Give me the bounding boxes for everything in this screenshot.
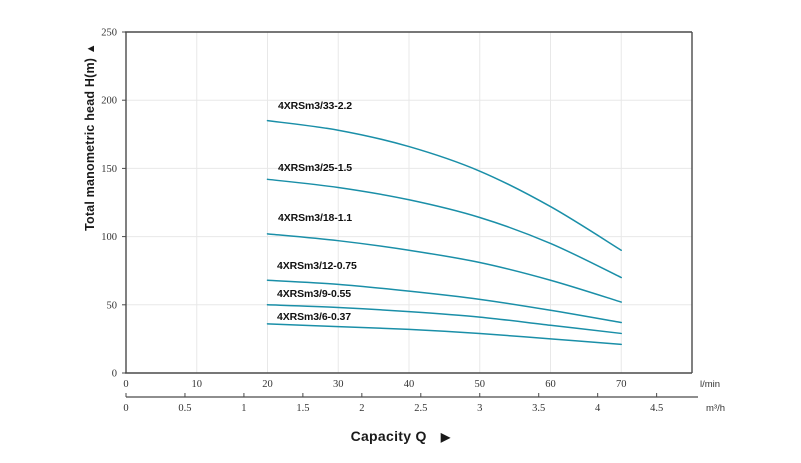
curve-label: 4XRSm3/9-0.55 — [277, 288, 351, 300]
x-axis-tick-label-lmin: 40 — [404, 379, 415, 390]
curve-label: 4XRSm3/6-0.37 — [277, 311, 351, 323]
x-axis-tick-label-lmin: 10 — [192, 379, 203, 390]
x-axis-tick-label-lmin: 0 — [123, 379, 128, 390]
x-axis-title: Capacity Q ▶ — [0, 428, 801, 444]
performance-curve — [266, 279, 622, 324]
x-axis-tick-label-lmin: 30 — [333, 379, 344, 390]
y-axis-tick-label: 100 — [101, 232, 117, 243]
curve-label: 4XRSm3/18-1.1 — [278, 212, 352, 224]
x-axis-tick-label-m3h: 4.5 — [650, 403, 663, 414]
x-axis-tick-label-lmin: 60 — [545, 379, 556, 390]
curve-label: 4XRSm3/33-2.2 — [278, 100, 352, 112]
performance-curve — [266, 178, 622, 279]
x-axis-tick-label-m3h: 2 — [359, 403, 364, 414]
performance-curve — [266, 323, 622, 346]
x-axis-tick-label-m3h: 3 — [477, 403, 482, 414]
x-axis-tick-label-m3h: 1 — [241, 403, 246, 414]
performance-curve — [266, 233, 622, 303]
x-axis-tick-label-m3h: 2.5 — [414, 403, 427, 414]
x-axis-tick-label-m3h: 0 — [123, 403, 128, 414]
x-axis-tick-label-m3h: 1.5 — [296, 403, 309, 414]
y-axis-tick-label: 250 — [101, 28, 117, 39]
x-axis-unit-lmin: l/min — [700, 379, 720, 390]
x-axis-tick-label-m3h: 0.5 — [178, 403, 191, 414]
x-axis-tick-label-lmin: 20 — [262, 379, 273, 390]
curve-label: 4XRSm3/12-0.75 — [277, 260, 357, 272]
y-axis-tick-label: 150 — [101, 164, 117, 175]
x-axis-tick-label-lmin: 70 — [616, 379, 627, 390]
y-axis-tick-label: 50 — [107, 300, 118, 311]
curve-label: 4XRSm3/25-1.5 — [278, 162, 352, 174]
y-axis-tick-label: 0 — [112, 369, 117, 380]
x-axis-tick-label-lmin: 50 — [475, 379, 486, 390]
arrow-right-icon: ▶ — [440, 430, 451, 444]
x-axis-tick-label-m3h: 4 — [595, 403, 601, 414]
x-axis-title-text: Capacity Q — [350, 428, 427, 444]
y-axis-tick-label: 200 — [101, 96, 117, 107]
x-axis-unit-m3h: m³/h — [706, 403, 725, 414]
x-axis-tick-label-m3h: 3.5 — [532, 403, 545, 414]
performance-curve — [266, 119, 622, 251]
performance-curve — [266, 304, 622, 335]
